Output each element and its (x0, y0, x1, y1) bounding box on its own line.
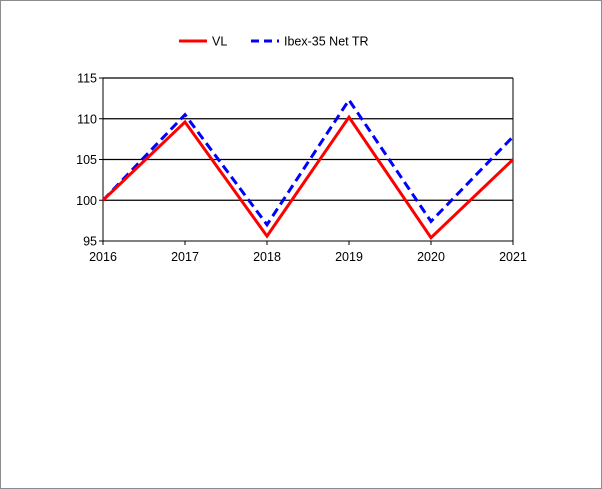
y-tick-label: 95 (83, 235, 97, 249)
series-line-ibex-35-net-tr (101, 97, 515, 228)
y-tick-label: 110 (77, 112, 97, 126)
y-tick-label: 105 (76, 153, 97, 167)
x-tick-label: 2017 (171, 250, 199, 264)
x-tick-label: 2019 (335, 250, 363, 264)
x-tick-label: 2016 (89, 250, 117, 264)
x-tick-label: 2021 (499, 250, 527, 264)
series-line-vl (101, 114, 515, 241)
x-tick-label: 2018 (253, 250, 281, 264)
gridlines (103, 77, 513, 201)
y-tick-label: 115 (77, 72, 97, 86)
x-axis-ticks: 2016 2017 2018 2019 2020 2021 (89, 241, 527, 264)
legend: VL Ibex-35 Net TR (179, 35, 369, 49)
y-axis-ticks: 95 100 105 110 115 (76, 72, 103, 249)
y-tick-label: 100 (76, 194, 97, 208)
x-tick-label: 2020 (417, 250, 445, 264)
series-lines (101, 97, 515, 241)
legend-label-ibex-35-net-tr: Ibex-35 Net TR (284, 35, 369, 49)
legend-label-vl: VL (212, 35, 227, 49)
